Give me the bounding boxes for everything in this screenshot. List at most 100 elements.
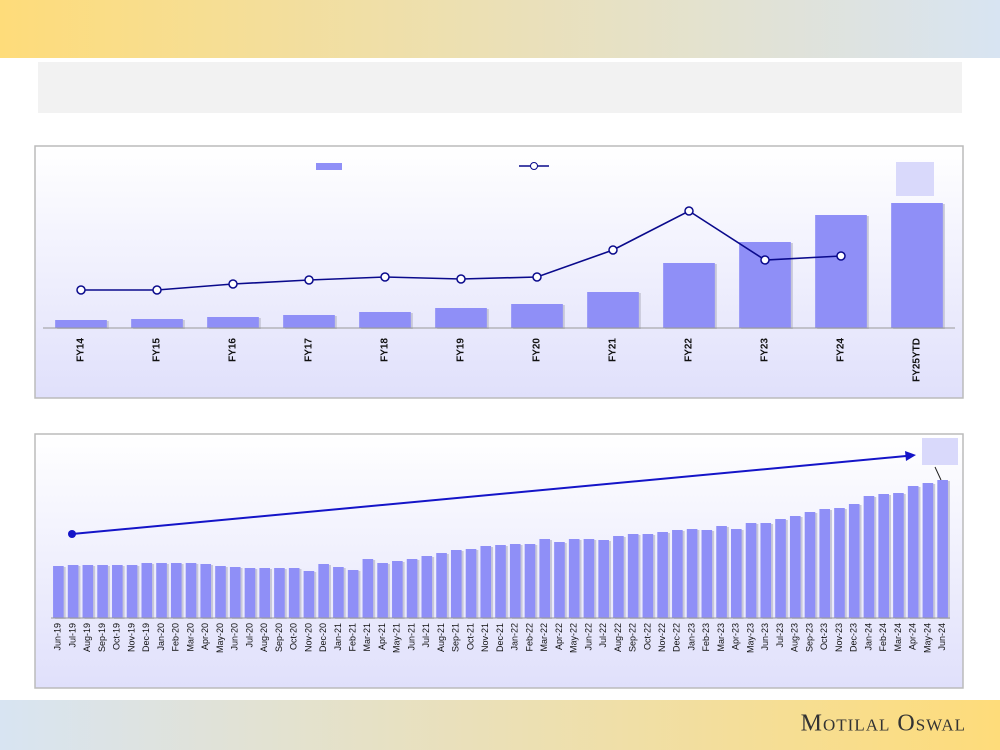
bar <box>834 508 845 618</box>
x-tick-label: FY14 <box>76 338 87 362</box>
line-marker <box>532 272 542 282</box>
bar <box>480 546 492 618</box>
x-tick-label: Oct-20 <box>289 623 299 650</box>
x-tick-label: Jul-23 <box>775 623 785 648</box>
bar <box>465 549 477 618</box>
x-tick-label: Dec-20 <box>318 623 328 652</box>
x-tick-label: Apr-21 <box>377 623 387 650</box>
x-tick-label: Feb-23 <box>701 623 711 652</box>
bar <box>450 550 462 618</box>
bar <box>244 568 256 618</box>
x-tick-label: Feb-21 <box>347 623 357 652</box>
line-marker <box>836 251 846 261</box>
bar <box>539 539 551 618</box>
bar <box>554 542 565 618</box>
trend-arrow-head <box>905 451 916 461</box>
line-marker <box>304 275 314 285</box>
bar <box>587 292 639 328</box>
line-marker <box>228 279 238 289</box>
bar <box>303 571 315 618</box>
x-tick-label: Nov-22 <box>657 623 667 652</box>
x-tick-label: Aug-22 <box>613 623 623 652</box>
x-tick-label: FY19 <box>456 338 467 362</box>
x-tick-label: Sep-21 <box>451 623 461 652</box>
bar <box>598 540 609 618</box>
bar <box>760 523 772 618</box>
x-tick-label: Oct-19 <box>112 623 122 650</box>
bar <box>229 567 241 618</box>
bar <box>716 526 727 618</box>
x-tick-label: Mar-22 <box>539 623 549 652</box>
x-tick-label: Sep-23 <box>804 623 814 652</box>
line-marker <box>456 274 466 284</box>
x-tick-label: FY21 <box>608 338 619 362</box>
x-tick-label: Mar-24 <box>893 623 903 652</box>
x-tick-label: Nov-20 <box>303 623 313 652</box>
x-tick-label: Aug-23 <box>790 623 800 652</box>
bar <box>775 519 786 618</box>
bar <box>701 530 713 618</box>
bar <box>435 308 487 328</box>
x-tick-label: Jun-20 <box>230 623 240 651</box>
x-tick-label: Nov-21 <box>480 623 490 652</box>
bar <box>333 567 344 618</box>
header-band <box>0 0 1000 58</box>
bar <box>82 565 94 618</box>
x-tick-label: Mar-20 <box>185 623 195 652</box>
bar <box>686 529 698 618</box>
line-marker <box>684 206 694 216</box>
trend-arrow <box>71 455 907 535</box>
bar <box>97 565 108 618</box>
title-box <box>38 62 962 113</box>
bar <box>141 563 153 618</box>
bar <box>511 304 563 328</box>
bar <box>274 568 285 618</box>
x-tick-label: FY25YTD <box>912 338 923 382</box>
bar <box>112 565 123 618</box>
x-tick-label: Oct-23 <box>819 623 829 650</box>
x-tick-label: Sep-20 <box>274 623 284 652</box>
bar <box>672 530 683 618</box>
bar <box>131 319 183 328</box>
x-tick-label: May-20 <box>215 623 225 653</box>
x-tick-label: FY23 <box>760 338 771 362</box>
bar <box>907 486 919 618</box>
x-tick-label: Apr-24 <box>908 623 918 650</box>
x-tick-label: Nov-19 <box>126 623 136 652</box>
bar <box>848 504 860 618</box>
bar <box>67 565 79 618</box>
x-tick-label: Jan-22 <box>510 623 520 651</box>
bar <box>170 563 182 618</box>
x-tick-label: Jun-24 <box>937 623 947 651</box>
bar <box>891 203 943 328</box>
bar <box>377 563 388 618</box>
bar <box>745 523 757 618</box>
x-tick-label: FY18 <box>380 338 391 362</box>
bar <box>730 529 742 618</box>
x-tick-label: Sep-19 <box>97 623 107 652</box>
bar <box>819 509 831 618</box>
bar <box>207 317 259 328</box>
bar <box>53 566 64 618</box>
bar <box>568 539 580 618</box>
bar <box>347 570 359 618</box>
x-tick-label: Feb-20 <box>171 623 181 652</box>
x-tick-label: Jan-21 <box>333 623 343 651</box>
bar <box>739 242 791 328</box>
line-marker <box>152 285 162 295</box>
x-tick-label: Sep-22 <box>628 623 638 652</box>
x-tick-label: Dec-23 <box>849 623 859 652</box>
footer-band <box>0 700 1000 750</box>
x-tick-label: Apr-22 <box>554 623 564 650</box>
bar <box>215 566 226 618</box>
bar <box>318 564 329 618</box>
x-tick-label: Aug-20 <box>259 623 269 652</box>
bar <box>893 493 904 618</box>
x-tick-label: Nov-23 <box>834 623 844 652</box>
bar <box>657 532 668 618</box>
x-tick-label: Aug-21 <box>436 623 446 652</box>
x-tick-label: FY15 <box>152 338 163 362</box>
x-tick-label: Jan-20 <box>156 623 166 651</box>
bar <box>259 568 271 618</box>
